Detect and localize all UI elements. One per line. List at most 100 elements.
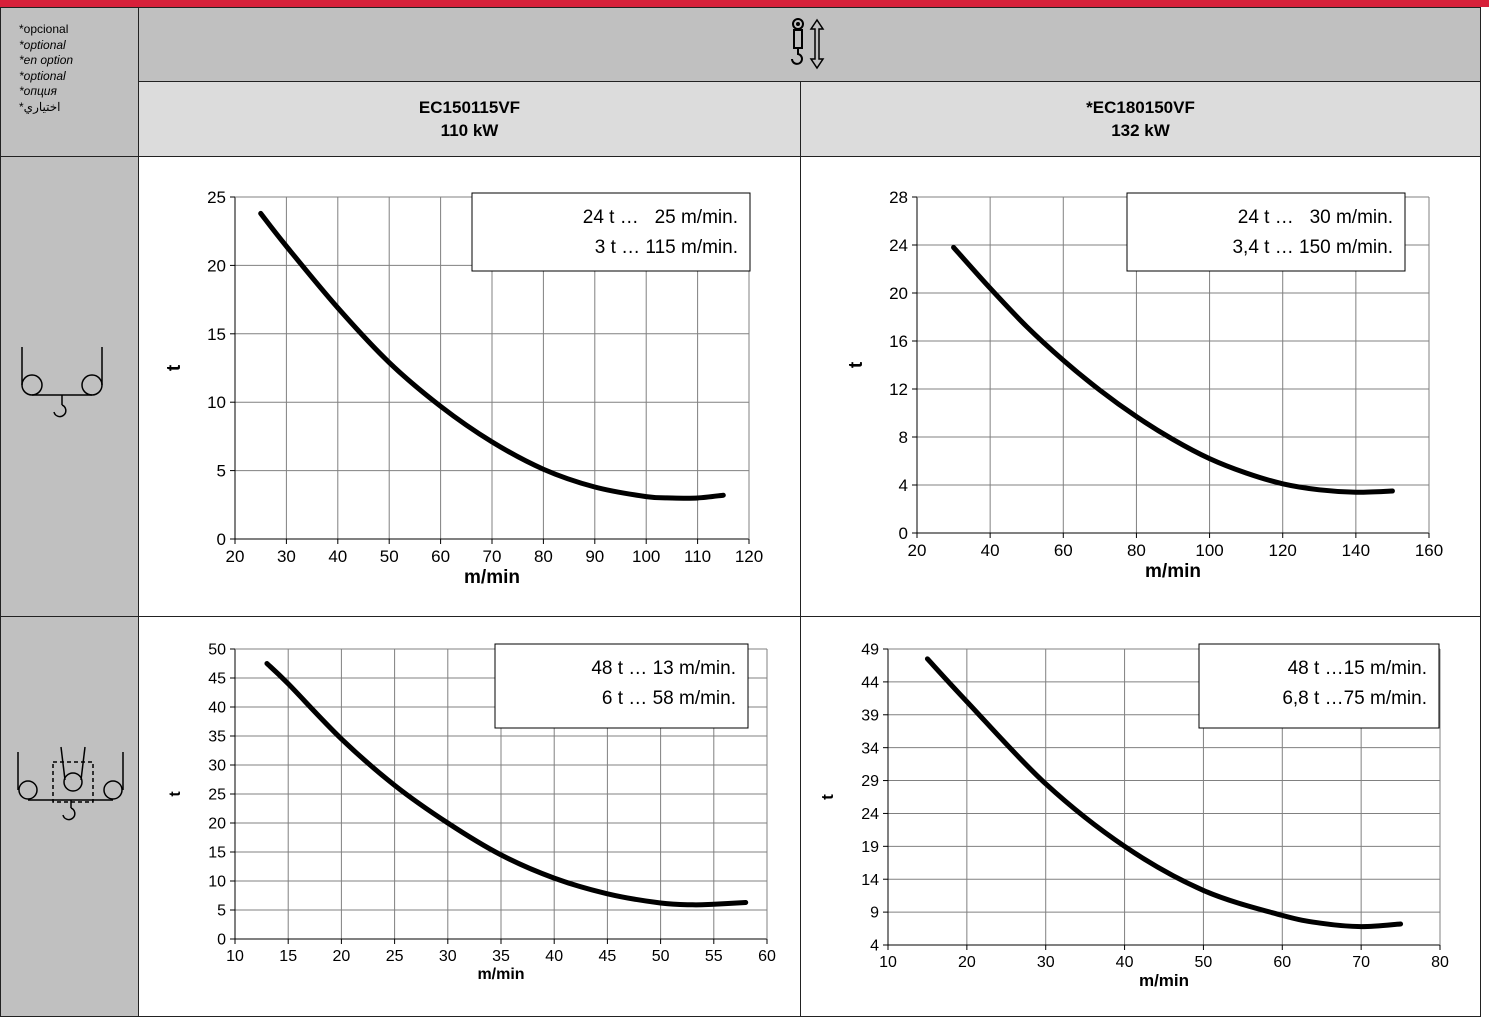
model-power-2: 132 kW xyxy=(1111,121,1170,140)
model-power-1: 110 kW xyxy=(440,121,499,140)
x-tick-label: 120 xyxy=(735,547,763,566)
model-header-2: *EC180150VF 132 kW xyxy=(800,81,1481,157)
x-tick-label: 70 xyxy=(483,547,502,566)
x-tick-label: 35 xyxy=(492,948,510,965)
x-tick-label: 20 xyxy=(333,948,351,965)
y-tick-label: 25 xyxy=(207,188,226,207)
x-tick-label: 80 xyxy=(534,547,553,566)
x-tick-label: 45 xyxy=(599,948,617,965)
y-tick-label: 9 xyxy=(870,905,879,922)
x-tick-label: 90 xyxy=(585,547,604,566)
x-axis-title: m/min xyxy=(1139,971,1189,990)
x-tick-label: 60 xyxy=(1273,954,1291,971)
y-tick-label: 35 xyxy=(208,729,226,746)
chart-ec180150vf-four-fall: 10 20 30 40 50 60 70 80491419242934394449m/mint… xyxy=(818,642,1449,990)
y-tick-label: 24 xyxy=(889,236,908,255)
y-tick-label: 24 xyxy=(861,806,879,823)
y-tick-label: 34 xyxy=(861,740,879,757)
two-fall-reeving-icon xyxy=(21,347,103,418)
optional-legend: *opcional *optional *en option *optional… xyxy=(19,22,73,115)
model-title-2: *EC180150VF 132 kW xyxy=(801,96,1480,142)
annotation-line: 3,4 t … 150 m/min. xyxy=(1232,237,1393,258)
y-tick-label: 10 xyxy=(208,874,226,891)
annotation-line: 24 t … 25 m/min. xyxy=(583,207,738,228)
annotation-box xyxy=(1198,643,1440,729)
annotation-box xyxy=(1126,192,1406,272)
x-tick-label: 25 xyxy=(386,948,404,965)
hook-hoist-updown-icon xyxy=(791,18,825,70)
chart-cell-4: 10 20 30 40 50 60 70 80 4 9 14 19 24 29 34 39 44 49 m/min t… xyxy=(800,616,1481,1017)
y-tick-label: 15 xyxy=(208,845,226,862)
model-name-2: *EC180150VF xyxy=(1086,98,1195,117)
y-tick-label: 0 xyxy=(217,530,226,549)
annotation-line: 6 t … 58 m/min. xyxy=(602,688,736,709)
x-tick-label: 10 xyxy=(879,954,897,971)
x-tick-label: 40 xyxy=(328,547,347,566)
x-tick-label: 10 xyxy=(226,948,244,965)
chart-cell-1: 20 30 40 50 60 70 80 90 100 110 120 0 5 10 15 20 25 m/min… xyxy=(138,156,801,617)
optional-label-de: *optional xyxy=(19,68,66,83)
annotation-line: 6,8 t …75 m/min. xyxy=(1282,688,1427,709)
x-axis-title: m/min xyxy=(464,567,520,588)
y-tick-label: 25 xyxy=(208,787,226,804)
x-tick-label: 15 xyxy=(279,948,297,965)
optional-label-en: *optional xyxy=(19,37,66,52)
y-tick-label: 8 xyxy=(899,428,908,447)
chart-ec150115vf-four-fall: 10 15 20 25 30 35 40 45 50 55 60 0 5 10 15 20 25 30 35 40 45… xyxy=(167,642,776,983)
x-tick-label: 80 xyxy=(1431,954,1449,971)
optional-label-es: *opcional xyxy=(19,22,69,36)
x-tick-label: 50 xyxy=(1195,954,1213,971)
x-tick-label: 60 xyxy=(758,948,776,965)
load-speed-curve xyxy=(951,244,1395,495)
y-tick-label: 28 xyxy=(889,188,908,207)
annotation-box xyxy=(494,643,749,729)
y-tick-label: 4 xyxy=(899,476,908,495)
annotation-line: 48 t … 13 m/min. xyxy=(591,658,736,679)
chart-cell-3: 10 15 20 25 30 35 40 45 50 55 60 0 5 10 15 20 25 30 35 40 45… xyxy=(138,616,801,1017)
y-axis-title: t xyxy=(164,364,185,371)
model-header-1: EC150115VF 110 kW xyxy=(138,81,801,157)
y-tick-label: 20 xyxy=(889,284,908,303)
y-tick-label: 40 xyxy=(208,700,226,717)
x-tick-label: 110 xyxy=(684,547,711,566)
y-tick-label: 0 xyxy=(217,932,226,949)
chart-ec180150vf-two-fall: 20 40 60 80 100 120 140 160 0 4 8 12 16 20 24 28 m/min t 2… xyxy=(846,188,1443,582)
x-tick-label: 30 xyxy=(439,948,457,965)
x-tick-label: 40 xyxy=(981,541,1000,560)
y-tick-label: 30 xyxy=(208,758,226,775)
row-icon-cell-2 xyxy=(0,616,139,1017)
x-tick-label: 40 xyxy=(1116,954,1134,971)
y-tick-label: 20 xyxy=(208,816,226,833)
annotation-line: 48 t …15 m/min. xyxy=(1288,658,1427,679)
x-axis-title: m/min xyxy=(477,966,524,983)
y-axis-title: t xyxy=(846,361,867,368)
load-speed-curve xyxy=(258,210,726,501)
chart-ec150115vf-two-fall: 20 30 40 50 60 70 80 90 100 110 120 0 5 10 15 20 25 m/min… xyxy=(164,188,763,588)
x-tick-label: 40 xyxy=(545,948,563,965)
x-tick-label: 60 xyxy=(431,547,450,566)
optional-label-ar: *اختياري xyxy=(19,99,61,114)
y-tick-label: 5 xyxy=(217,462,226,481)
annotation-line: 3 t … 115 m/min. xyxy=(595,237,738,258)
y-tick-label: 16 xyxy=(889,332,908,351)
y-tick-label: 15 xyxy=(207,325,226,344)
model-name-1: EC150115VF xyxy=(418,98,521,117)
y-tick-label: 10 xyxy=(207,393,226,412)
x-tick-label: 80 xyxy=(1127,541,1146,560)
y-axis-title: t xyxy=(167,791,184,797)
annotation-line: 24 t … 30 m/min. xyxy=(1238,207,1393,228)
y-tick-label: 45 xyxy=(208,671,226,688)
four-fall-reeving-icon xyxy=(17,746,124,821)
x-tick-label: 30 xyxy=(277,547,296,566)
x-tick-label: 55 xyxy=(705,948,723,965)
x-tick-label: 140 xyxy=(1342,541,1370,560)
x-tick-label: 50 xyxy=(652,948,670,965)
row-icon-cell-1 xyxy=(0,156,139,617)
y-tick-label: 12 xyxy=(889,380,908,399)
x-tick-label: 160 xyxy=(1415,541,1443,560)
y-tick-label: 49 xyxy=(861,642,879,659)
y-tick-label: 50 xyxy=(208,642,226,659)
optional-label-ru: *опция xyxy=(19,84,57,98)
model-title-1: EC150115VF 110 kW xyxy=(139,96,800,142)
optional-legend-cell: *opcional *optional *en option *optional… xyxy=(0,7,139,157)
